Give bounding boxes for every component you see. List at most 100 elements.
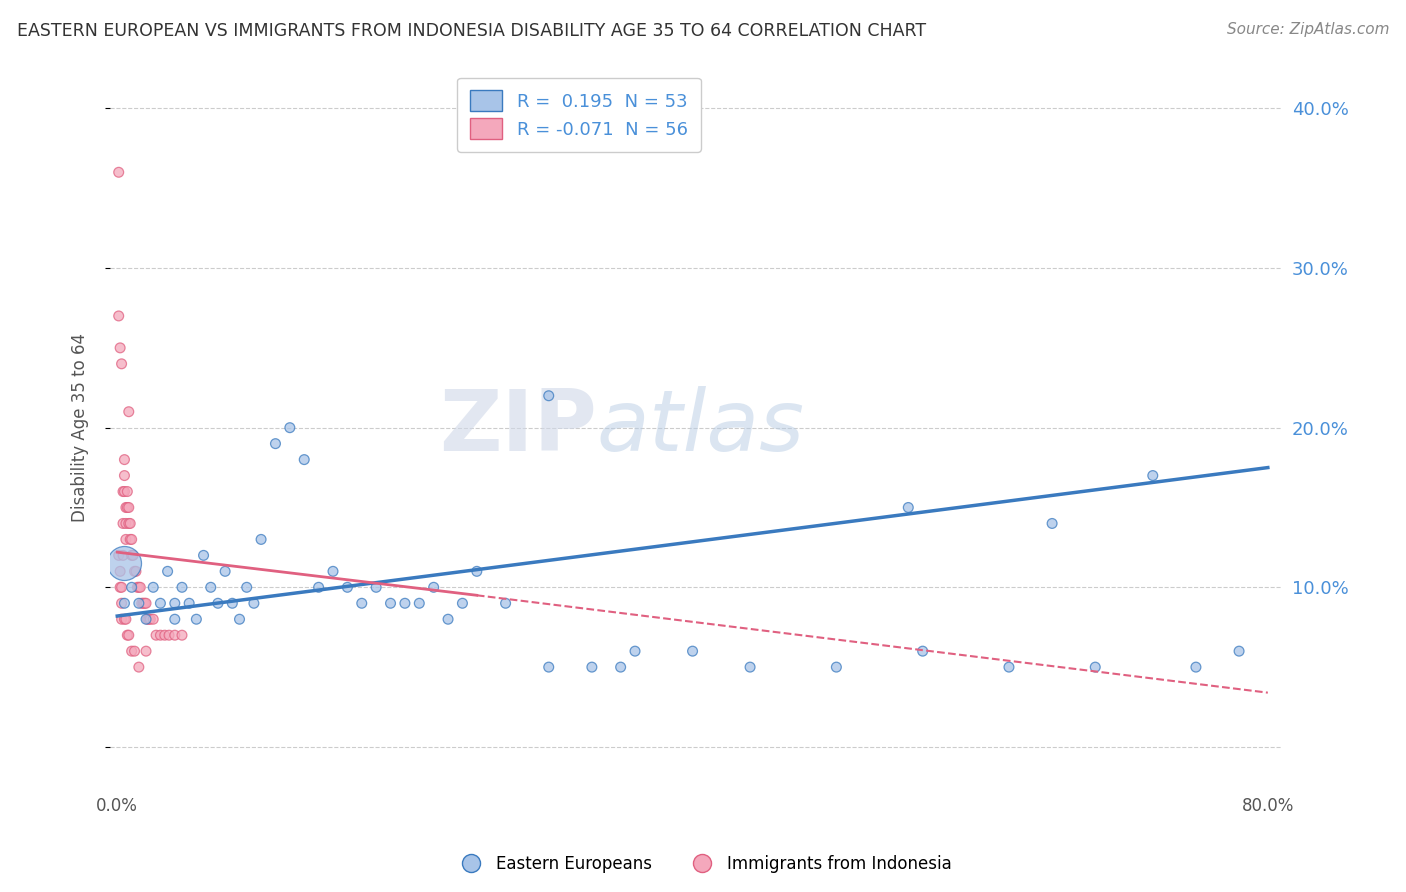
Point bbox=[214, 565, 236, 579]
Point bbox=[128, 596, 150, 610]
Point bbox=[1185, 660, 1208, 674]
Text: atlas: atlas bbox=[596, 386, 804, 469]
Point bbox=[118, 516, 141, 531]
Legend: Eastern Europeans, Immigrants from Indonesia: Eastern Europeans, Immigrants from Indon… bbox=[447, 848, 959, 880]
Point bbox=[157, 628, 180, 642]
Point bbox=[163, 628, 186, 642]
Point bbox=[682, 644, 704, 658]
Point bbox=[170, 628, 193, 642]
Point bbox=[322, 565, 344, 579]
Point bbox=[186, 612, 208, 626]
Point bbox=[127, 580, 149, 594]
Point bbox=[136, 612, 159, 626]
Point bbox=[120, 533, 142, 547]
Point bbox=[121, 580, 143, 594]
Point bbox=[1227, 644, 1250, 658]
Point bbox=[114, 596, 136, 610]
Point bbox=[581, 660, 603, 674]
Legend: R =  0.195  N = 53, R = -0.071  N = 56: R = 0.195 N = 53, R = -0.071 N = 56 bbox=[457, 78, 700, 152]
Point bbox=[120, 516, 142, 531]
Point bbox=[118, 500, 141, 515]
Point bbox=[114, 452, 136, 467]
Point bbox=[156, 565, 179, 579]
Point bbox=[207, 596, 229, 610]
Point bbox=[366, 580, 388, 594]
Point bbox=[115, 500, 138, 515]
Point bbox=[111, 549, 134, 563]
Point bbox=[118, 628, 141, 642]
Point bbox=[537, 660, 560, 674]
Point bbox=[228, 612, 250, 626]
Point bbox=[495, 596, 517, 610]
Point bbox=[380, 596, 402, 610]
Point bbox=[125, 565, 148, 579]
Point bbox=[124, 565, 146, 579]
Point bbox=[609, 660, 631, 674]
Point bbox=[121, 549, 143, 563]
Point bbox=[131, 596, 153, 610]
Point bbox=[897, 500, 920, 515]
Point bbox=[122, 549, 145, 563]
Point bbox=[336, 580, 359, 594]
Point bbox=[117, 628, 139, 642]
Point bbox=[193, 549, 215, 563]
Text: EASTERN EUROPEAN VS IMMIGRANTS FROM INDONESIA DISABILITY AGE 35 TO 64 CORRELATIO: EASTERN EUROPEAN VS IMMIGRANTS FROM INDO… bbox=[17, 22, 927, 40]
Point bbox=[139, 612, 162, 626]
Point bbox=[110, 596, 132, 610]
Point bbox=[394, 596, 416, 610]
Point bbox=[235, 580, 257, 594]
Point bbox=[128, 660, 150, 674]
Point bbox=[114, 468, 136, 483]
Point bbox=[278, 420, 301, 434]
Point bbox=[138, 612, 160, 626]
Point bbox=[110, 612, 132, 626]
Point bbox=[1142, 468, 1164, 483]
Point bbox=[142, 612, 165, 626]
Point bbox=[465, 565, 488, 579]
Point bbox=[738, 660, 761, 674]
Point bbox=[118, 405, 141, 419]
Point bbox=[1084, 660, 1107, 674]
Point bbox=[200, 580, 222, 594]
Point bbox=[163, 612, 186, 626]
Point bbox=[135, 644, 157, 658]
Point bbox=[142, 580, 165, 594]
Point bbox=[292, 452, 315, 467]
Point bbox=[115, 612, 138, 626]
Point bbox=[149, 596, 172, 610]
Point bbox=[135, 612, 157, 626]
Point bbox=[128, 580, 150, 594]
Point bbox=[132, 596, 155, 610]
Point bbox=[145, 628, 167, 642]
Point bbox=[624, 644, 647, 658]
Point bbox=[163, 596, 186, 610]
Point bbox=[911, 644, 934, 658]
Point bbox=[437, 612, 460, 626]
Point bbox=[117, 484, 139, 499]
Text: ZIP: ZIP bbox=[439, 386, 596, 469]
Point bbox=[308, 580, 330, 594]
Point bbox=[153, 628, 176, 642]
Point bbox=[998, 660, 1021, 674]
Point bbox=[111, 516, 134, 531]
Point bbox=[111, 484, 134, 499]
Point bbox=[114, 557, 136, 571]
Point bbox=[114, 484, 136, 499]
Point bbox=[107, 309, 129, 323]
Point bbox=[221, 596, 243, 610]
Point bbox=[117, 500, 139, 515]
Point bbox=[170, 580, 193, 594]
Point bbox=[121, 644, 143, 658]
Point bbox=[107, 549, 129, 563]
Point bbox=[108, 580, 131, 594]
Point bbox=[408, 596, 430, 610]
Point bbox=[114, 612, 136, 626]
Text: Source: ZipAtlas.com: Source: ZipAtlas.com bbox=[1226, 22, 1389, 37]
Point bbox=[135, 596, 157, 610]
Point bbox=[264, 436, 287, 450]
Y-axis label: Disability Age 35 to 64: Disability Age 35 to 64 bbox=[72, 334, 89, 522]
Point bbox=[250, 533, 273, 547]
Point bbox=[825, 660, 848, 674]
Point bbox=[537, 389, 560, 403]
Point bbox=[1040, 516, 1063, 531]
